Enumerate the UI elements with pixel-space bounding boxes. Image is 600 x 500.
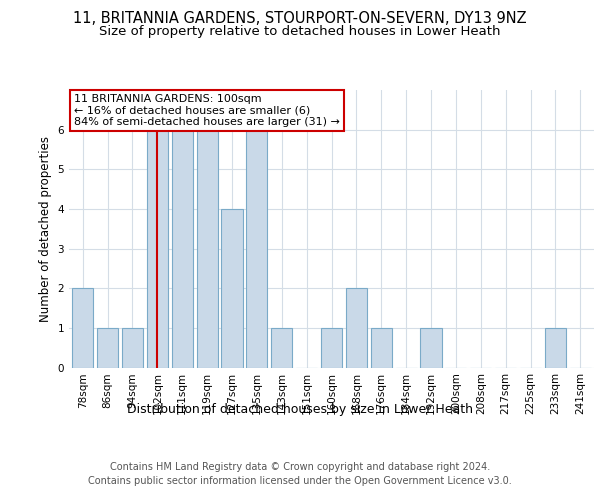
- Bar: [197, 130, 218, 368]
- Bar: [346, 288, 367, 368]
- Bar: [122, 328, 143, 368]
- Text: Contains HM Land Registry data © Crown copyright and database right 2024.: Contains HM Land Registry data © Crown c…: [110, 462, 490, 472]
- Bar: [321, 328, 342, 368]
- Bar: [246, 130, 268, 368]
- Bar: [545, 328, 566, 368]
- Text: Contains public sector information licensed under the Open Government Licence v3: Contains public sector information licen…: [88, 476, 512, 486]
- Bar: [421, 328, 442, 368]
- Bar: [97, 328, 118, 368]
- Bar: [371, 328, 392, 368]
- Bar: [147, 130, 168, 368]
- Bar: [221, 209, 242, 368]
- Bar: [172, 130, 193, 368]
- Y-axis label: Number of detached properties: Number of detached properties: [39, 136, 52, 322]
- Text: Distribution of detached houses by size in Lower Heath: Distribution of detached houses by size …: [127, 402, 473, 415]
- Bar: [271, 328, 292, 368]
- Text: 11, BRITANNIA GARDENS, STOURPORT-ON-SEVERN, DY13 9NZ: 11, BRITANNIA GARDENS, STOURPORT-ON-SEVE…: [73, 11, 527, 26]
- Text: 11 BRITANNIA GARDENS: 100sqm
← 16% of detached houses are smaller (6)
84% of sem: 11 BRITANNIA GARDENS: 100sqm ← 16% of de…: [74, 94, 340, 128]
- Text: Size of property relative to detached houses in Lower Heath: Size of property relative to detached ho…: [99, 25, 501, 38]
- Bar: [72, 288, 93, 368]
